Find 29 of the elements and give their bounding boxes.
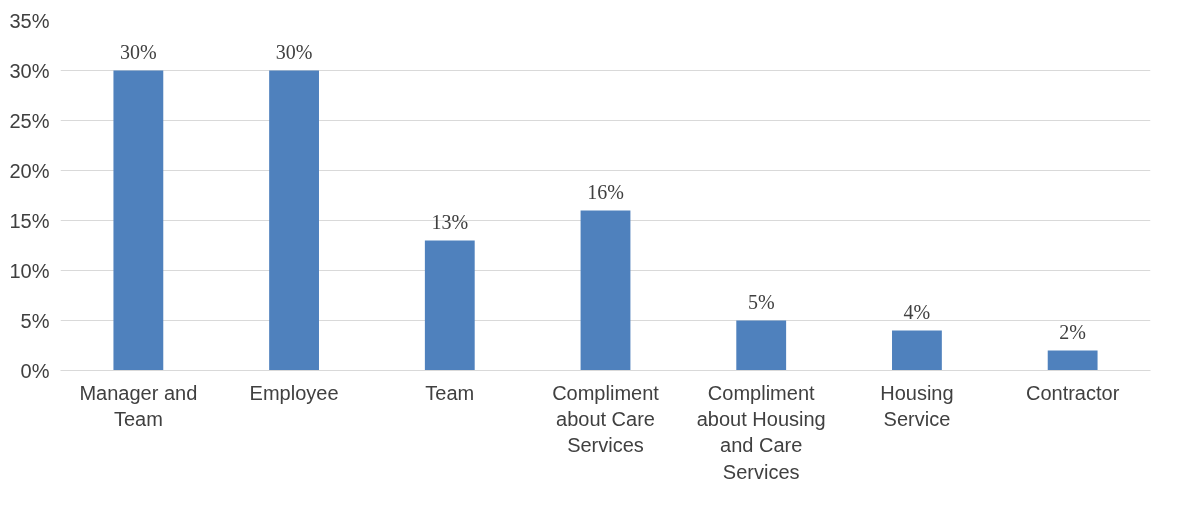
y-tick-label: 25%: [9, 109, 50, 132]
data-label: 2%: [1059, 320, 1086, 343]
x-tick-label: Compliment about Housing and Care Services: [696, 381, 826, 483]
y-tick-label: 30%: [9, 59, 50, 82]
x-tick-label: Housing Service: [880, 381, 954, 430]
data-label: 30%: [120, 40, 157, 63]
y-tick-label: 15%: [9, 209, 50, 232]
x-tick-label: Compliment about Care Services: [552, 381, 660, 457]
x-tick-label: Employee: [249, 381, 339, 404]
bar: [424, 240, 475, 371]
data-label: 5%: [747, 290, 775, 313]
y-tick-label: 20%: [9, 159, 50, 182]
y-tick-label: 35%: [9, 9, 50, 32]
data-label: 13%: [431, 210, 469, 233]
y-tick-label: 10%: [9, 259, 50, 282]
y-tick-label: 5%: [20, 309, 50, 332]
bar: [892, 330, 942, 371]
bar: [736, 320, 787, 371]
x-tick-label: Contractor: [1025, 381, 1120, 404]
x-tick-label: Team: [425, 381, 475, 404]
x-tick-label: Manager and Team: [79, 381, 198, 430]
bar: [269, 70, 319, 371]
data-label: 4%: [903, 300, 931, 323]
bar: [113, 70, 164, 371]
bar: [580, 210, 631, 371]
bar: [1047, 350, 1098, 371]
data-label: 30%: [275, 40, 313, 63]
y-tick-label: 0%: [20, 359, 50, 382]
data-label: 16%: [587, 180, 624, 203]
